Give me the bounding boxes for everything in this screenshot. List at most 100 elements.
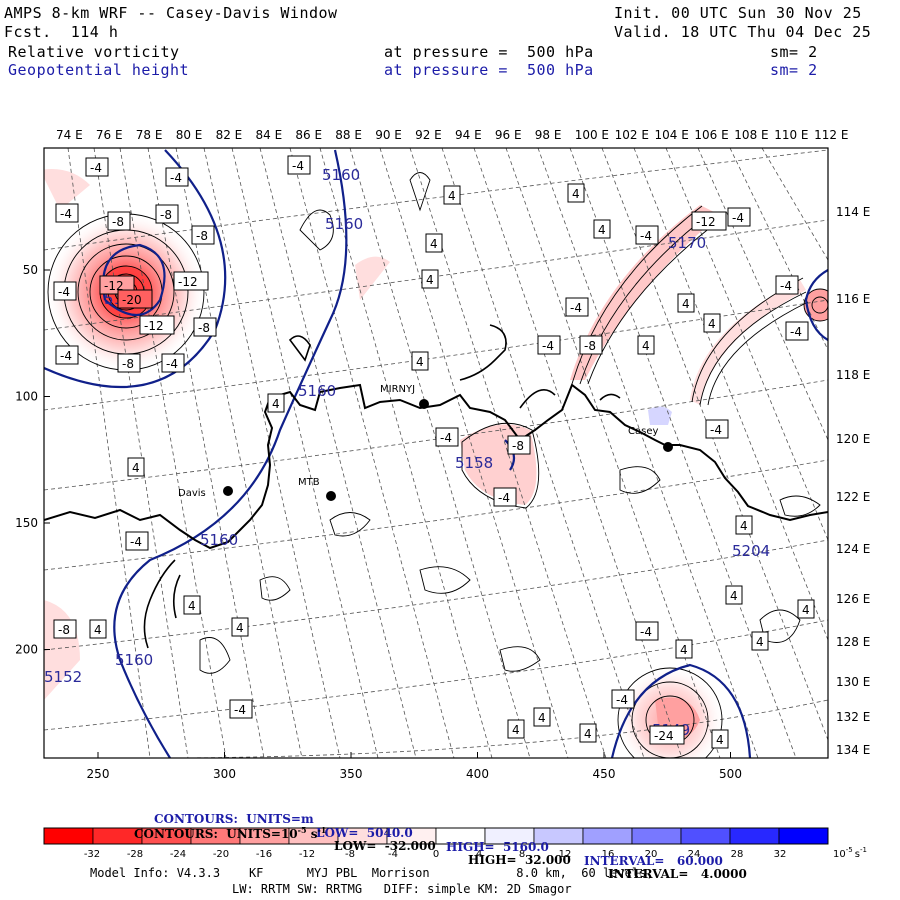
svg-text:-4: -4 bbox=[130, 535, 142, 549]
axis-top-label: 90 E bbox=[375, 128, 402, 142]
vort-label: -4 bbox=[635, 225, 659, 245]
vort-label: 4 bbox=[711, 729, 729, 749]
svg-text:4: 4 bbox=[426, 273, 434, 287]
axis-bottom-label: 500 bbox=[719, 767, 742, 781]
coastline bbox=[44, 383, 828, 550]
axis-right-label: 122 E bbox=[836, 490, 870, 504]
svg-text:-4: -4 bbox=[616, 693, 628, 707]
axis-top-label: 86 E bbox=[295, 128, 322, 142]
vort-label: -4 bbox=[229, 699, 253, 719]
svg-text:4: 4 bbox=[756, 635, 764, 649]
field1-smoothing: sm= 2 bbox=[770, 43, 818, 61]
svg-text:-8: -8 bbox=[584, 339, 596, 353]
svg-text:-4: -4 bbox=[60, 349, 72, 363]
axis-bottom-label: 300 bbox=[213, 767, 236, 781]
axis-right-label: 128 E bbox=[836, 635, 870, 649]
vort-label: -4 bbox=[493, 487, 517, 507]
axis-bottom-label: 450 bbox=[593, 767, 616, 781]
coast-islands bbox=[143, 324, 621, 649]
colorbar-label: 16 bbox=[602, 849, 615, 860]
svg-text:-4: -4 bbox=[498, 491, 510, 505]
axis-top-label: 102 E bbox=[615, 128, 649, 142]
svg-text:-8: -8 bbox=[198, 321, 210, 335]
map-frame bbox=[43, 147, 829, 759]
colorbar-label: 20 bbox=[645, 849, 658, 860]
colorbar: -32 -28 -24 -20 -16 -12 -8 -4 0 4 8 12 16 20 24 28 32 bbox=[43, 827, 829, 860]
contours2-label: CONTOURS: UNITS=10-5 s-1 bbox=[134, 825, 327, 841]
vort-label: -8 bbox=[579, 335, 603, 355]
height-label: 5204 bbox=[732, 542, 770, 560]
vort-label: 4 bbox=[421, 269, 439, 289]
vort-label: -8 bbox=[507, 435, 531, 455]
axis-top-label: 76 E bbox=[96, 128, 123, 142]
vort-label: 4 bbox=[443, 185, 461, 205]
axis-top-label: 82 E bbox=[216, 128, 243, 142]
vort-label: 4 bbox=[567, 183, 585, 203]
station-label-mirnyj: MIRNYJ bbox=[380, 384, 415, 395]
vort-label: -4 bbox=[635, 621, 659, 641]
vort-label: -4 bbox=[55, 203, 79, 223]
svg-text:4: 4 bbox=[716, 733, 724, 747]
axis-right-labels: 114 E 116 E 118 E 120 E 122 E 124 E 126 E 128 E… bbox=[836, 205, 870, 757]
vort-label: 4 bbox=[127, 457, 145, 477]
vort-label: -8 bbox=[155, 204, 179, 224]
vort-label: -8 bbox=[53, 619, 77, 639]
contours1-interval: INTERVAL= 60.000 bbox=[584, 854, 723, 868]
axis-right-label: 124 E bbox=[836, 542, 870, 556]
vort-label: 4 bbox=[507, 719, 525, 739]
svg-text:4: 4 bbox=[642, 339, 650, 353]
svg-text:-12: -12 bbox=[178, 275, 198, 289]
axis-right-label: 118 E bbox=[836, 368, 870, 382]
vort-label: -12 bbox=[139, 315, 175, 335]
svg-text:-4: -4 bbox=[542, 339, 554, 353]
colorbar-label: 12 bbox=[559, 849, 572, 860]
svg-text:4: 4 bbox=[730, 589, 738, 603]
svg-text:-4: -4 bbox=[234, 703, 246, 717]
valid-time: Valid. 18 UTC Thu 04 Dec 25 bbox=[614, 23, 872, 41]
svg-text:4: 4 bbox=[682, 297, 690, 311]
svg-text:4: 4 bbox=[272, 397, 280, 411]
station-dot-mirnyj bbox=[419, 399, 429, 409]
colorbar-label: -28 bbox=[127, 849, 143, 860]
station-dot-casey bbox=[663, 442, 673, 452]
colorbar-label: -32 bbox=[84, 849, 100, 860]
axis-left-label: 150 bbox=[15, 516, 38, 530]
height-label: 5170 bbox=[668, 234, 706, 252]
vort-label: -4 bbox=[85, 157, 109, 177]
vort-label: -20 bbox=[117, 289, 153, 309]
svg-text:-4: -4 bbox=[58, 285, 70, 299]
vort-label: -4 bbox=[537, 335, 561, 355]
svg-text:-12: -12 bbox=[144, 319, 164, 333]
colorbar-label: -4 bbox=[388, 849, 398, 860]
svg-text:-8: -8 bbox=[160, 208, 172, 222]
vort-label: -8 bbox=[191, 225, 215, 245]
height-label: 5152 bbox=[44, 668, 82, 686]
axis-top-labels: 74 E 76 E 78 E 80 E 82 E 84 E 86 E 88 E 90 E 92 E… bbox=[56, 128, 848, 142]
contours2-low: LOW= -32.000 bbox=[334, 839, 436, 853]
field2-pressure: at pressure = 500 hPa bbox=[384, 61, 594, 79]
contours2-high: HIGH= 32.000 bbox=[468, 853, 571, 867]
vort-label: 4 bbox=[231, 617, 249, 637]
vort-label: -4 bbox=[785, 321, 809, 341]
vort-label: 4 bbox=[751, 631, 769, 651]
colorbar-label: -24 bbox=[170, 849, 186, 860]
colorbar-label: -8 bbox=[345, 849, 355, 860]
colorbar-label: -16 bbox=[256, 849, 272, 860]
vort-label: -12 bbox=[691, 211, 727, 231]
vort-label: 4 bbox=[425, 233, 443, 253]
svg-text:4: 4 bbox=[448, 189, 456, 203]
vort-label: -8 bbox=[117, 353, 141, 373]
vort-label: -4 bbox=[727, 207, 751, 227]
vort-label: -4 bbox=[55, 345, 79, 365]
svg-text:-4: -4 bbox=[170, 171, 182, 185]
svg-text:4: 4 bbox=[132, 461, 140, 475]
svg-text:-8: -8 bbox=[512, 439, 524, 453]
axis-right-label: 134 E bbox=[836, 743, 870, 757]
contours2-interval: INTERVAL= 4.0000 bbox=[608, 867, 747, 881]
axis-top-label: 98 E bbox=[535, 128, 562, 142]
vort-label: 4 bbox=[725, 585, 743, 605]
vort-label: 4 bbox=[677, 293, 695, 313]
station-markers: MIRNYJ Casey Davis MTB bbox=[178, 384, 673, 501]
axis-top-label: 94 E bbox=[455, 128, 482, 142]
svg-text:4: 4 bbox=[236, 621, 244, 635]
